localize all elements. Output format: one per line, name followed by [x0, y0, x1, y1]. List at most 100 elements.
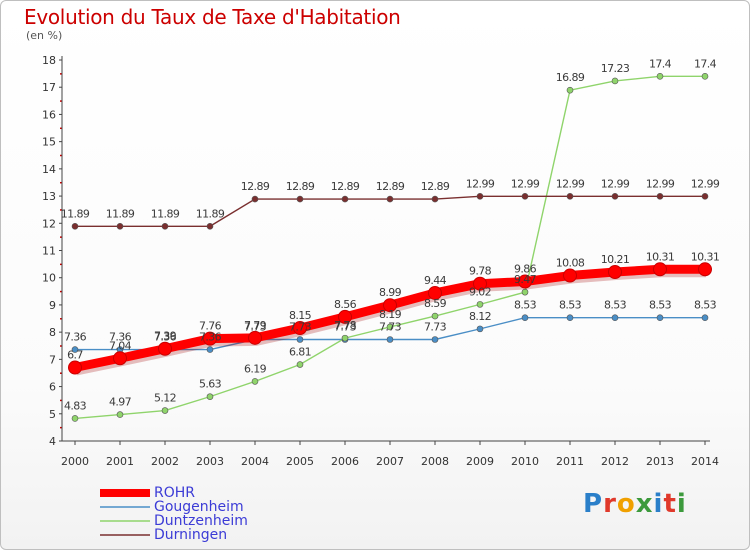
legend-swatch-duntzenheim — [100, 520, 150, 522]
data-label-durningen: 12.89 — [331, 180, 360, 193]
data-point-duntzenheim — [431, 312, 439, 320]
data-label-duntzenheim: 9.47 — [514, 273, 537, 286]
series-points — [68, 73, 712, 422]
data-point-duntzenheim — [386, 323, 394, 331]
data-point-rohr — [518, 274, 532, 289]
x-tick-label: 2001 — [106, 455, 134, 468]
data-label-rohr: 7.39 — [154, 330, 177, 343]
data-label-durningen: 12.99 — [646, 177, 675, 190]
data-label-durningen: 12.89 — [421, 180, 450, 193]
x-tick-label: 2012 — [601, 455, 629, 468]
y-tick-label: 6 — [49, 381, 56, 394]
data-point-durningen — [701, 193, 709, 200]
data-label-durningen: 12.89 — [286, 180, 315, 193]
data-label-duntzenheim: 6.19 — [244, 362, 267, 375]
data-label-durningen: 11.89 — [151, 207, 180, 220]
logo-letter: r — [603, 489, 617, 519]
data-label-rohr: 8.56 — [334, 298, 357, 311]
data-label-rohr: 10.31 — [646, 250, 675, 263]
data-point-rohr — [338, 309, 352, 324]
data-label-duntzenheim: 4.97 — [109, 396, 132, 409]
data-point-duntzenheim — [521, 288, 529, 296]
y-minor-tick — [60, 318, 62, 320]
data-point-durningen — [386, 195, 394, 203]
y-tick-label: 14 — [42, 163, 56, 176]
logo-letter: i — [653, 489, 664, 519]
y-minor-tick — [60, 290, 62, 293]
data-point-gougenheim — [701, 314, 709, 322]
data-point-durningen — [71, 222, 79, 230]
data-point-durningen — [251, 195, 259, 203]
data-point-rohr — [608, 264, 622, 279]
data-point-duntzenheim — [206, 393, 214, 400]
data-label-duntzenheim: 7.78 — [334, 319, 357, 332]
data-label-gougenheim: 7.36 — [199, 331, 222, 344]
y-minor-tick — [60, 181, 62, 184]
data-point-gougenheim — [296, 336, 304, 343]
data-label-duntzenheim: 5.12 — [154, 392, 176, 405]
data-label-rohr: 8.99 — [379, 286, 402, 299]
data-point-gougenheim — [206, 346, 214, 353]
data-point-duntzenheim — [296, 361, 304, 368]
data-label-durningen: 11.89 — [106, 207, 135, 220]
data-point-rohr — [113, 351, 127, 366]
y-minor-tick — [60, 236, 62, 238]
series-lines — [74, 75, 706, 420]
y-minor-tick — [60, 73, 62, 75]
x-tick-label: 2000 — [61, 455, 89, 468]
data-label-durningen: 12.99 — [691, 177, 720, 190]
y-tick-label: 18 — [42, 54, 56, 67]
x-tick-label: 2013 — [646, 455, 674, 468]
legend-label-rohr: ROHR — [154, 485, 196, 501]
legend-swatch-gougenheim — [100, 506, 150, 508]
data-label-duntzenheim: 16.89 — [556, 71, 585, 84]
data-point-durningen — [656, 193, 664, 200]
data-label-duntzenheim: 9.02 — [469, 285, 491, 298]
data-label-durningen: 12.99 — [556, 177, 585, 190]
data-point-gougenheim — [431, 336, 439, 343]
data-point-rohr — [293, 321, 307, 336]
data-label-duntzenheim: 17.23 — [601, 62, 630, 75]
data-label-durningen: 11.89 — [61, 207, 90, 220]
y-minor-tick — [60, 426, 62, 429]
data-label-gougenheim: 8.53 — [649, 299, 672, 312]
data-point-duntzenheim — [71, 415, 79, 422]
data-label-duntzenheim: 6.81 — [289, 346, 311, 359]
data-label-duntzenheim: 8.59 — [424, 297, 447, 310]
chart-title: Evolution du Taux de Taxe d'Habitation — [24, 5, 401, 29]
logo-letter: t — [663, 489, 677, 519]
legend-item-duntzenheim: Duntzenheim — [100, 514, 248, 528]
data-point-rohr — [698, 262, 712, 277]
data-point-duntzenheim — [566, 86, 574, 94]
data-point-rohr — [563, 268, 577, 283]
data-label-durningen: 12.99 — [601, 177, 630, 190]
data-label-gougenheim: 8.53 — [514, 299, 537, 312]
data-point-duntzenheim — [611, 77, 619, 85]
data-label-rohr: 9.44 — [424, 274, 447, 287]
data-label-rohr: 10.21 — [601, 253, 630, 266]
data-point-rohr — [383, 298, 397, 313]
data-label-gougenheim: 7.73 — [379, 320, 402, 333]
data-point-duntzenheim — [656, 73, 664, 80]
data-label-duntzenheim: 5.63 — [199, 378, 222, 391]
y-tick-label: 15 — [42, 136, 56, 149]
data-label-rohr: 10.08 — [556, 257, 585, 270]
data-label-duntzenheim: 8.19 — [379, 308, 402, 321]
x-tick-label: 2005 — [286, 455, 314, 468]
x-tick-label: 2011 — [556, 455, 584, 468]
data-label-durningen: 11.89 — [196, 207, 225, 220]
data-label-rohr: 9.78 — [469, 265, 492, 278]
data-point-durningen — [206, 222, 214, 230]
data-point-durningen — [116, 222, 124, 230]
data-labels: 7.36 7.36 7.36 7.36 7.73 7.73 7.73 7.73 7.73 8.12… — [61, 57, 721, 412]
y-minor-tick — [60, 345, 62, 347]
data-label-durningen: 12.99 — [511, 177, 540, 190]
y-tick-label: 11 — [42, 245, 56, 258]
y-tick-label: 8 — [49, 326, 56, 339]
data-label-gougenheim: 8.12 — [469, 310, 491, 323]
y-tick-label: 7 — [49, 353, 56, 366]
legend-item-gougenheim: Gougenheim — [100, 500, 248, 514]
x-tick-label: 2014 — [691, 455, 719, 468]
data-point-gougenheim — [521, 314, 529, 322]
